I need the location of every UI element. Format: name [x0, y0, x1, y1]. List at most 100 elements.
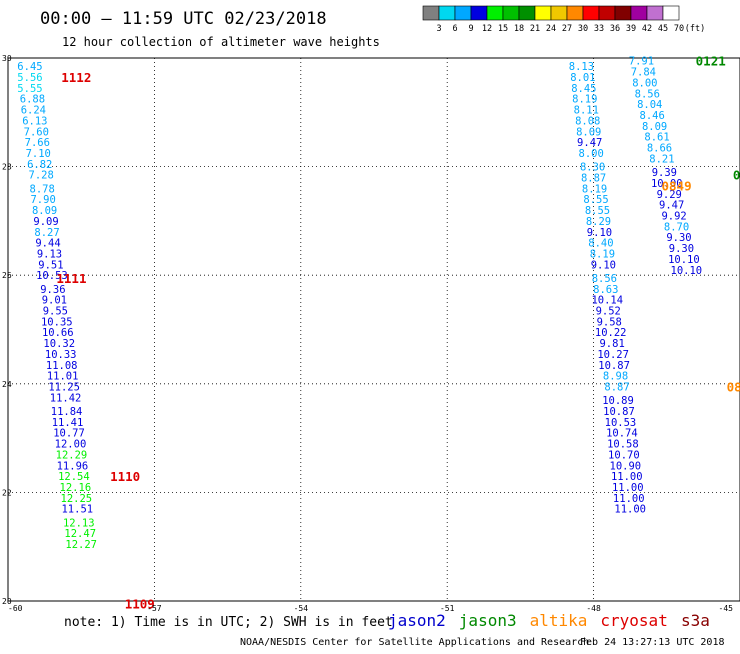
- data-point-label: 9.51: [38, 259, 63, 271]
- colorbar-swatch: [630, 5, 648, 21]
- data-point-label: 7.91: [629, 56, 654, 68]
- data-point-label: 9.29: [657, 189, 682, 201]
- colorbar-label: 3: [436, 24, 441, 34]
- data-point-label: 9.47: [659, 200, 684, 212]
- data-point-label: 8.63: [593, 284, 618, 296]
- data-point-label: 9.52: [596, 305, 621, 317]
- data-point-label: 11.84: [51, 406, 83, 418]
- data-point-label: 9.09: [33, 216, 58, 228]
- data-point-label: 5.55: [17, 83, 42, 95]
- colorbar-swatch: [518, 5, 536, 21]
- data-point-label: 12.27: [65, 539, 97, 551]
- colorbar-swatch: [662, 5, 680, 21]
- y-tick-label: 30: [2, 54, 12, 63]
- data-point-label: 9.81: [599, 338, 624, 350]
- data-point-label: 6.24: [21, 105, 46, 117]
- chart-title: 00:00 – 11:59 UTC 02/23/2018: [40, 9, 327, 29]
- data-point-label: 10.66: [42, 327, 74, 339]
- data-point-label: 10.90: [610, 460, 642, 472]
- plot-grid: [7, 57, 740, 602]
- colorbar-label: 9: [468, 24, 473, 34]
- data-point-label: 8.40: [588, 238, 613, 250]
- data-point-label: 10.87: [603, 406, 635, 418]
- data-point-label: 11.00: [614, 504, 646, 516]
- data-point-label: 9.58: [597, 316, 622, 328]
- data-point-label: 11.00: [612, 482, 644, 494]
- data-point-label: 11.42: [50, 392, 82, 404]
- time-labels: 1112 1111 1110 1109 0121 0849 0 08: [56, 54, 740, 612]
- data-point-label: 10.10: [668, 254, 700, 266]
- data-point-label: 8.66: [647, 143, 672, 155]
- data-point-label: 10.35: [41, 316, 73, 328]
- data-point-label: 11.25: [48, 382, 80, 394]
- colorbar-swatch: [614, 5, 632, 21]
- colorbar-swatch: [502, 5, 520, 21]
- data-point-label: 8.55: [583, 194, 608, 206]
- data-point-label: 8.45: [571, 83, 596, 95]
- data-point-label: 8.87: [581, 172, 606, 184]
- colorbar-label: 42: [642, 24, 652, 34]
- y-tick-label: 22: [2, 488, 12, 497]
- colorbar-label: 36: [610, 24, 620, 34]
- data-point-label: 11.41: [52, 417, 84, 429]
- time-label: 08: [727, 380, 740, 395]
- data-point-label: 11.00: [611, 471, 643, 483]
- data-point-label: 6.82: [27, 159, 52, 171]
- colorbar-label: 27: [562, 24, 572, 34]
- data-point-label: 8.61: [644, 132, 669, 144]
- data-point-label: 8.09: [32, 205, 57, 217]
- x-tick-label: -54: [294, 604, 309, 613]
- x-tick-label: -57: [147, 604, 162, 613]
- time-label: 0849: [662, 179, 692, 194]
- time-label: 0: [733, 168, 740, 183]
- data-point-label: 10.22: [595, 327, 627, 339]
- colorbar-label: 45: [658, 24, 668, 34]
- data-point-label: 10.74: [606, 428, 638, 440]
- time-label: 1110: [110, 469, 140, 484]
- time-label: 1112: [61, 70, 91, 85]
- footer-credit: NOAA/NESDIS Center for Satellite Applica…: [240, 637, 589, 648]
- colorbar-label: 12: [482, 24, 492, 34]
- data-point-label: 5.56: [17, 72, 42, 84]
- data-point-label: 8.46: [640, 110, 665, 122]
- data-point-label: 8.00: [579, 148, 604, 160]
- data-point-label: 10.58: [607, 439, 639, 451]
- data-point-label: 8.21: [649, 153, 674, 165]
- data-point-label: 12.00: [55, 439, 87, 451]
- y-tick-label: 24: [2, 380, 12, 389]
- data-point-label: 8.56: [635, 88, 660, 100]
- satellite-legend: jason2 jason3 altika cryosat s3a: [388, 611, 710, 630]
- data-point-label: 8.19: [582, 183, 607, 195]
- data-point-label: 9.10: [587, 227, 612, 239]
- data-point-label: 9.36: [40, 284, 65, 296]
- colorbar-swatch: [582, 5, 600, 21]
- data-point-label: 8.27: [34, 227, 59, 239]
- data-point-label: 8.70: [664, 221, 689, 233]
- x-tick-label: -45: [719, 604, 734, 613]
- plot-frame: [7, 57, 740, 602]
- colorbar-swatch: [646, 5, 664, 21]
- colorbar-label: 21: [530, 24, 540, 34]
- colorbar-swatch: [454, 5, 472, 21]
- data-point-label: 8.30: [580, 162, 605, 174]
- data-point-label: 7.28: [29, 170, 54, 182]
- axis-labels: 20 22 24 26 28 30 -60 -57 -54 -51 -48 -45: [2, 54, 733, 613]
- data-point-label: 12.54: [58, 471, 90, 483]
- data-point-label: 12.47: [64, 528, 96, 540]
- y-tick-label: 28: [2, 163, 12, 172]
- legend-jason2: jason2: [388, 611, 446, 630]
- data-point-label: 12.25: [61, 493, 93, 505]
- data-point-label: 7.66: [25, 137, 50, 149]
- data-point-label: 7.84: [631, 67, 656, 79]
- colorbar-label: 30: [578, 24, 588, 34]
- data-point-label: 11.08: [46, 360, 78, 372]
- data-point-label: 9.30: [666, 232, 691, 244]
- data-point-label: 9.92: [661, 210, 686, 222]
- colorbar-label: 24: [546, 24, 556, 34]
- data-point-label: 10.53: [36, 270, 68, 282]
- time-label: 1111: [56, 271, 86, 286]
- data-point-label: 10.00: [651, 178, 683, 190]
- colorbar-label: 6: [452, 24, 457, 34]
